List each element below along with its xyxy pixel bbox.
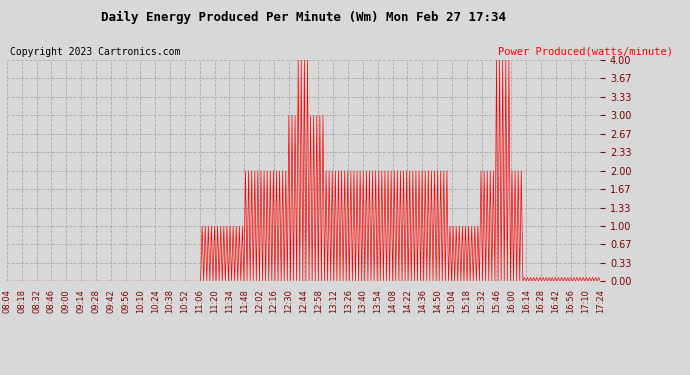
Text: Daily Energy Produced Per Minute (Wm) Mon Feb 27 17:34: Daily Energy Produced Per Minute (Wm) Mo… bbox=[101, 11, 506, 24]
Text: Copyright 2023 Cartronics.com: Copyright 2023 Cartronics.com bbox=[10, 47, 181, 57]
Text: Power Produced(watts/minute): Power Produced(watts/minute) bbox=[497, 47, 673, 57]
